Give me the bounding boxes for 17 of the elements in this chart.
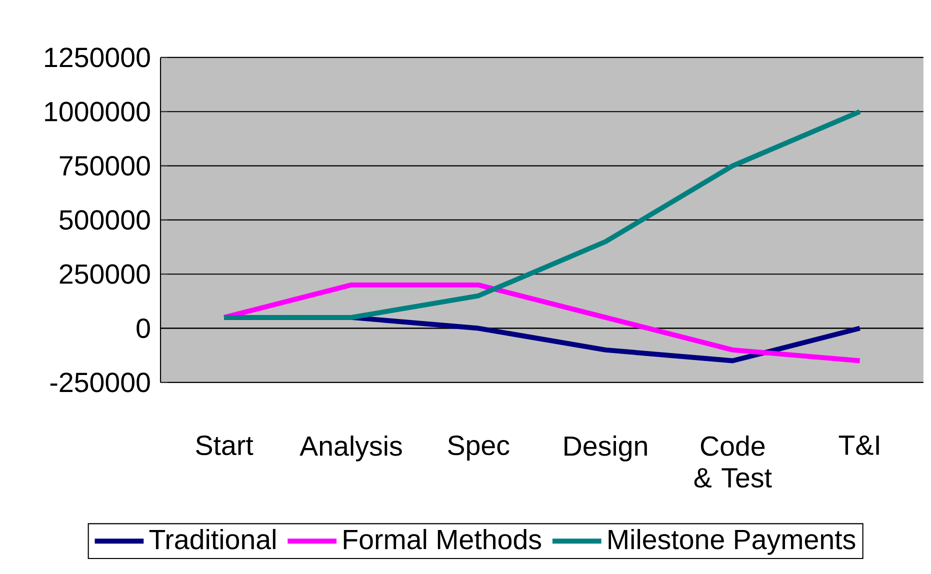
y-tick-label: 250000 xyxy=(60,264,150,284)
x-tick-label: Spec xyxy=(448,436,510,461)
y-tick-label: 0 xyxy=(136,318,150,338)
legend-label: Milestone Payments xyxy=(608,529,856,555)
legend-label: Formal Methods xyxy=(344,529,542,550)
x-tick-label: Design xyxy=(564,436,647,462)
y-tick-label: 1250000 xyxy=(45,48,150,68)
x-tick-label: Analysis xyxy=(300,436,402,462)
legend-label: Traditional xyxy=(149,529,276,550)
line-series xyxy=(222,282,862,364)
y-tick-label: 750000 xyxy=(60,156,150,176)
y-tick-label: -250000 xyxy=(50,372,150,392)
x-tick-label: T&I xyxy=(838,436,879,456)
y-tick-label: 500000 xyxy=(60,210,150,230)
x-tick-label: Code & Test xyxy=(694,436,772,488)
y-tick-label: 1000000 xyxy=(45,102,150,122)
x-tick-label: Start xyxy=(196,436,254,456)
